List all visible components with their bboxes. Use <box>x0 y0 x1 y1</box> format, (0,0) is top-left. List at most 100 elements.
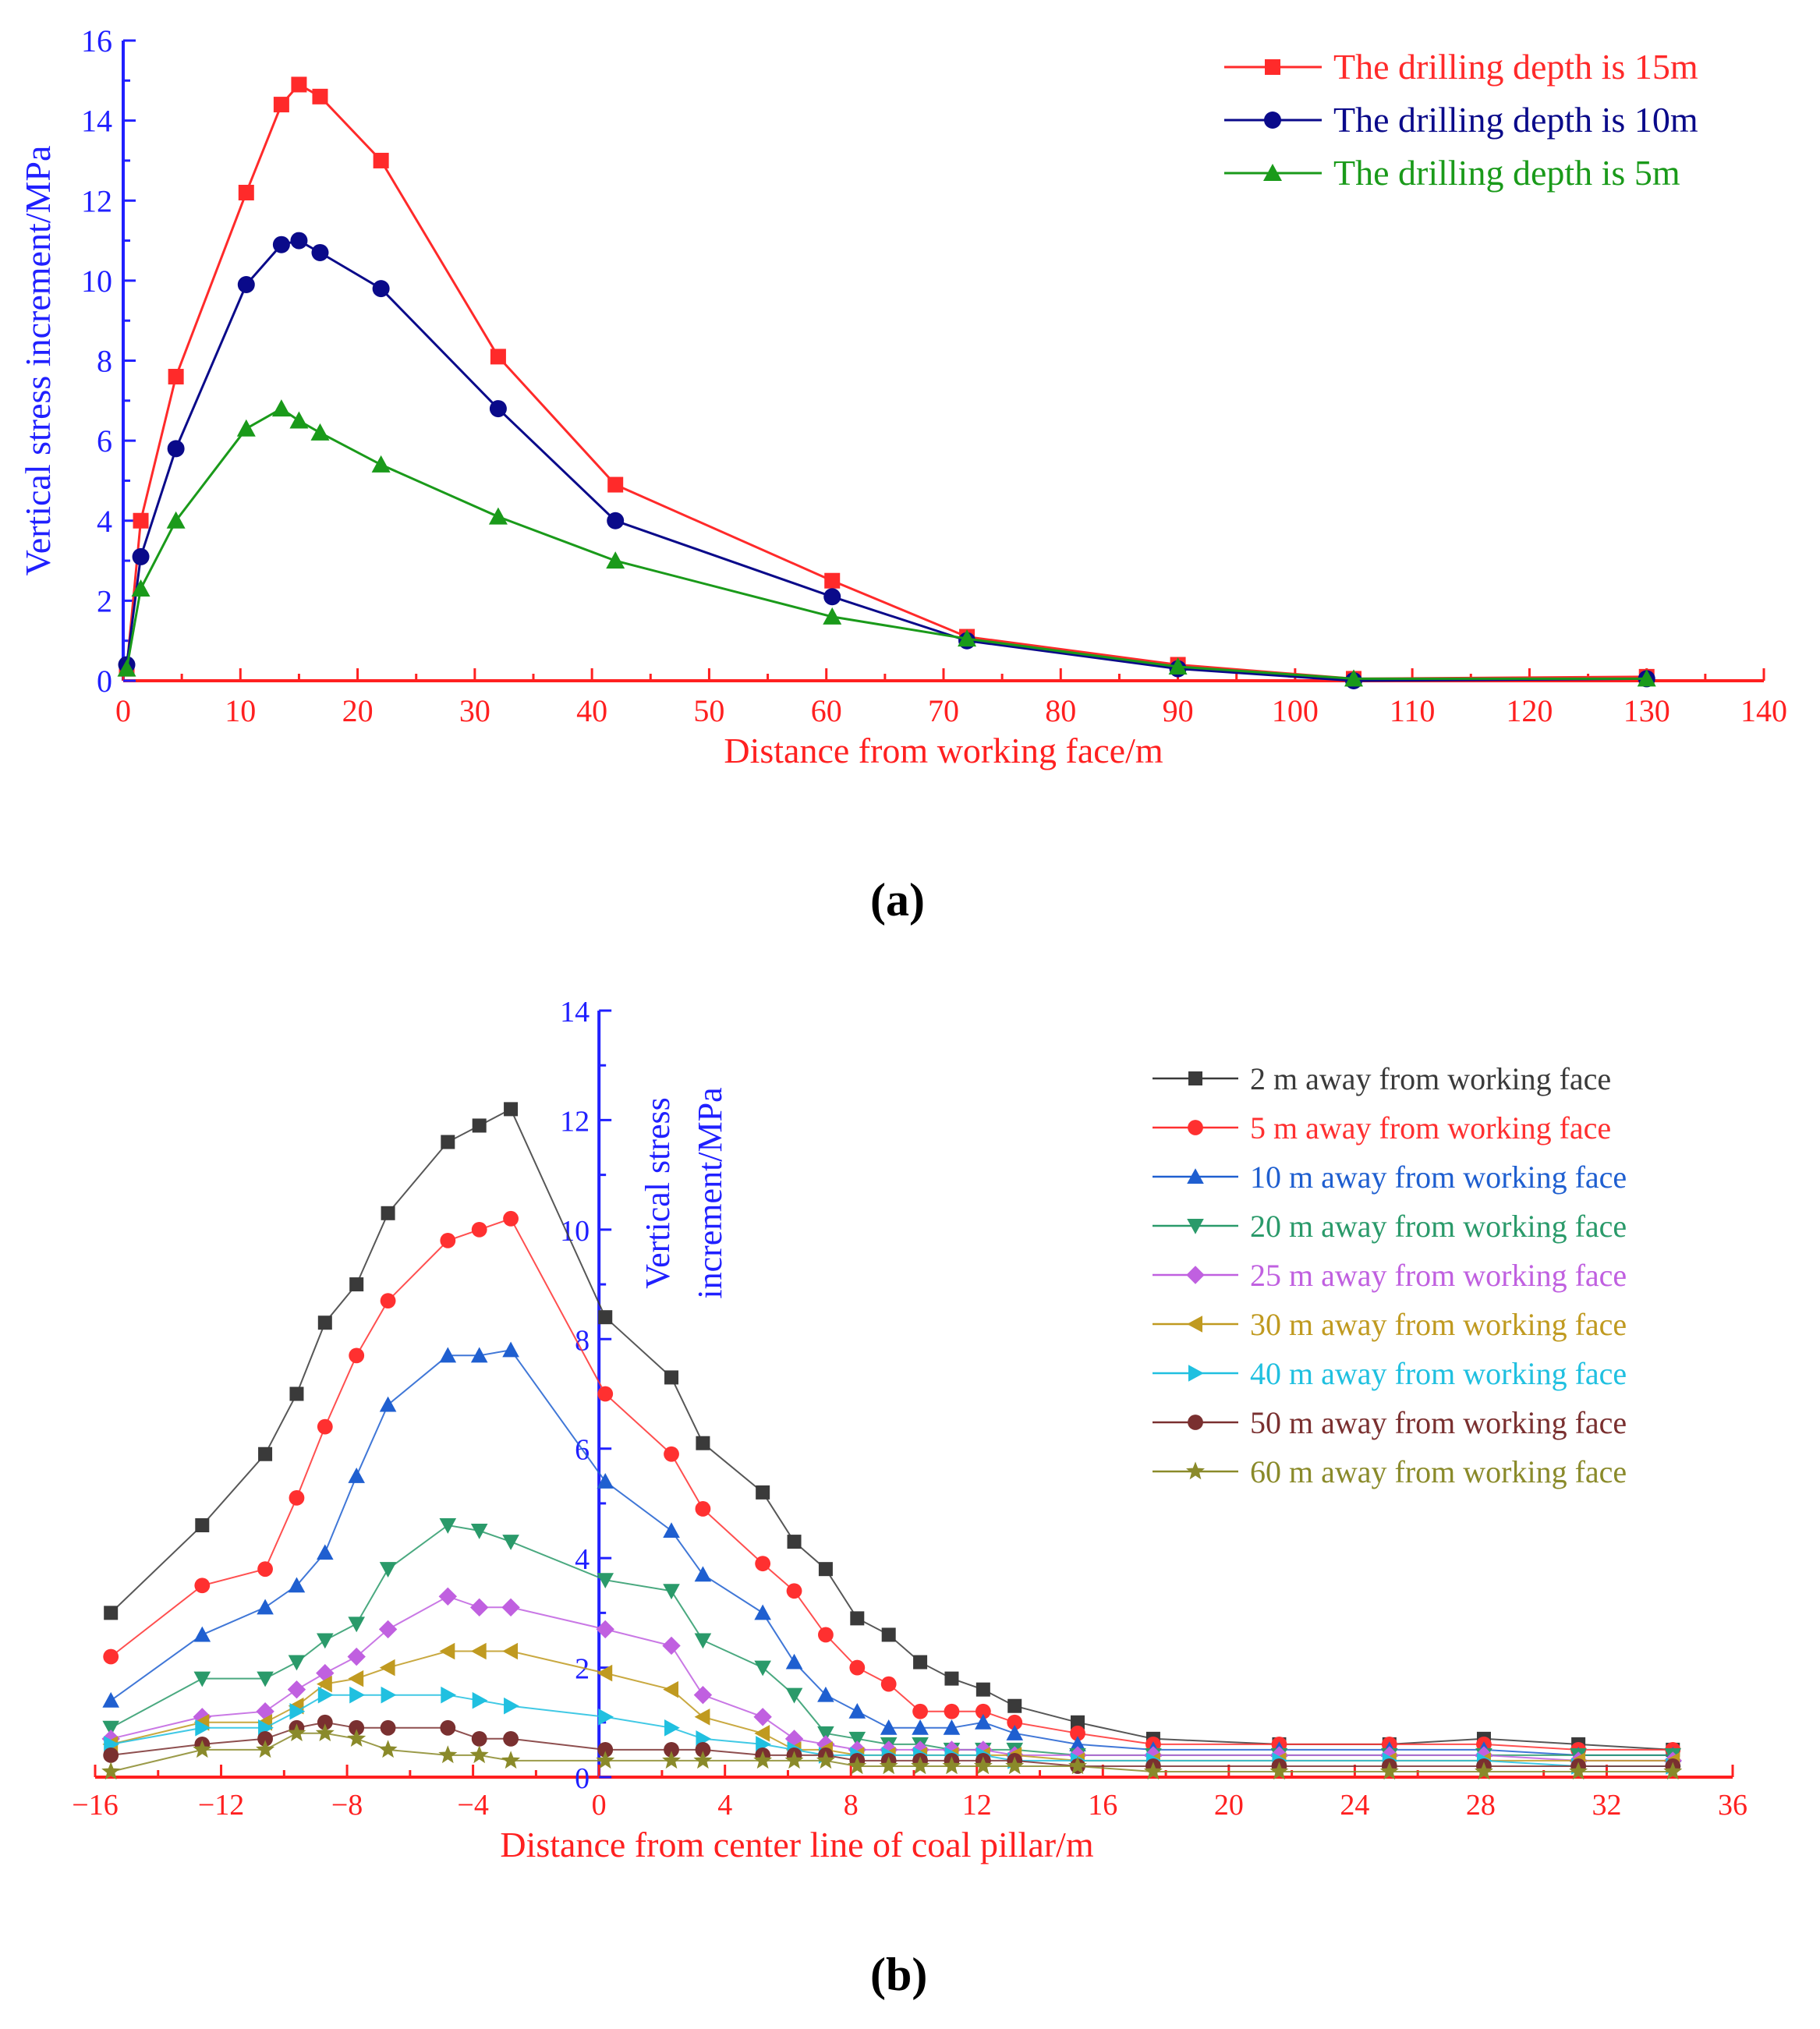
chart-b-legend-marker <box>1186 1266 1205 1284</box>
chart-b-data-point <box>349 1277 364 1292</box>
chart-b-x-tick-label: 4 <box>717 1789 732 1822</box>
chart-b-data-point <box>787 1535 802 1549</box>
chart-b-data-point <box>1007 1714 1023 1730</box>
chart-a-data-point <box>132 547 150 565</box>
chart-b-data-point <box>693 1685 713 1705</box>
chart-b-data-point <box>472 1691 488 1709</box>
chart-b-data-point <box>440 1233 456 1248</box>
chart-a-data-point <box>1637 669 1656 687</box>
chart-b-data-point <box>103 1648 119 1665</box>
chart-b-data-point <box>257 1730 273 1747</box>
chart-b-legend-label: 50 m away from working face <box>1250 1405 1627 1440</box>
panel-b-label: (b) <box>870 1949 928 2000</box>
chart-b-data-point <box>942 1756 961 1775</box>
chart-b-data-point <box>848 1756 867 1775</box>
chart-b-data-point <box>693 1751 713 1769</box>
chart-b-data-point <box>317 1315 332 1330</box>
chart-b-x-tick-label: 24 <box>1340 1789 1369 1822</box>
chart-a-x-tick-label: 30 <box>459 693 490 728</box>
chart-b-x-tick-label: 12 <box>962 1789 992 1822</box>
chart-b-data-point <box>756 1485 770 1500</box>
chart-b-data-point <box>380 1293 396 1309</box>
chart-b-data-point <box>944 1671 959 1686</box>
chart-b-data-point <box>379 1562 397 1578</box>
chart-b-x-tick-label: −8 <box>331 1789 363 1822</box>
chart-b-data-point <box>504 1102 519 1117</box>
chart-b-data-point <box>441 1135 455 1149</box>
chart-b-data-point <box>347 1729 366 1747</box>
chart-a-data-point <box>373 152 389 168</box>
chart-b-data-point <box>439 1347 457 1363</box>
chart-b-data-point <box>348 1616 365 1633</box>
chart-b-data-point <box>469 1598 489 1617</box>
chart-b-data-point <box>257 1599 274 1615</box>
chart-b-data-point <box>349 1347 365 1364</box>
chart-a-x-tick-label: 110 <box>1390 693 1436 728</box>
chart-b-data-point <box>195 1719 211 1737</box>
chart-b-data-point <box>503 1210 519 1227</box>
chart-b-data-point <box>664 1370 679 1385</box>
chart-a-y-tick-label: 12 <box>81 183 112 218</box>
chart-b-legend-label: 2 m away from working face <box>1250 1061 1611 1096</box>
chart-b-data-point <box>912 1703 928 1719</box>
chart-b-legend-label: 30 m away from working face <box>1250 1307 1627 1342</box>
chart-b-x-tick-label: −12 <box>198 1789 244 1822</box>
chart-b-data-point <box>848 1731 866 1747</box>
chart-b-legend-marker <box>1188 1415 1203 1430</box>
chart-b-y-axis-title-line2: increment/MPa <box>691 1087 729 1298</box>
chart-b-data-point <box>754 1725 770 1742</box>
chart-b-data-point <box>502 1535 519 1550</box>
chart-b-data-point <box>596 1620 614 1639</box>
chart-b-legend: 2 m away from working face 5 m away from … <box>1153 1061 1627 1489</box>
chart-b-data-point <box>849 1659 866 1676</box>
chart-b-x-axis-title: Distance from center line of coal pillar… <box>500 1825 1093 1864</box>
chart-b-data-point <box>195 1518 210 1533</box>
chart-b-y-axis-title-line1: Vertical stress <box>639 1097 677 1289</box>
chart-b-series-2 <box>103 1210 1681 1758</box>
chart-a-data-point <box>607 476 624 493</box>
chart-a-data-point <box>290 232 308 250</box>
chart-a-data-point <box>273 97 289 113</box>
chart-b-legend-label: 40 m away from working face <box>1250 1356 1627 1391</box>
chart-b-data-point <box>470 1347 488 1363</box>
chart-a-data-point <box>488 507 508 525</box>
chart-b-data-point <box>258 1447 273 1461</box>
chart-a-data-point <box>133 512 149 529</box>
chart-b-data-point <box>664 1741 679 1758</box>
chart-b-x-tick-label: −16 <box>72 1789 118 1822</box>
chart-b-data-point <box>317 1418 333 1435</box>
chart-a-data-point <box>489 400 507 418</box>
chart-b-data-point <box>101 1762 121 1780</box>
chart-a-data-point <box>310 423 330 441</box>
chart-b-data-point <box>880 1719 898 1735</box>
chart-b-data-point <box>848 1702 866 1719</box>
chart-b-data-point <box>753 1708 772 1726</box>
chart-b-x-tick-label: −4 <box>457 1789 488 1822</box>
chart-b-data-point <box>502 1642 519 1660</box>
chart-a-series-3 <box>117 399 1656 687</box>
chart-b-data-point <box>470 1524 488 1539</box>
chart-b-data-point <box>317 1686 334 1704</box>
chart-b-data-point <box>348 1468 365 1483</box>
chart-b-data-point <box>315 1723 335 1741</box>
chart-b-data-point <box>695 1741 711 1758</box>
chart-a-data-point <box>607 512 625 529</box>
chart-b-y-tick-label: 4 <box>575 1543 590 1576</box>
chart-a-series-line <box>126 407 1647 680</box>
chart-b-data-point <box>881 1627 896 1642</box>
chart-b-data-point <box>597 1473 614 1489</box>
chart-a-data-point <box>272 235 290 253</box>
chart-b-data-point <box>913 1655 928 1670</box>
chart-b-data-point <box>944 1703 960 1719</box>
chart-b-x-tick-label: 8 <box>844 1789 859 1822</box>
chart-b-data-point <box>694 1708 710 1726</box>
chart-b-legend-marker <box>1186 1461 1205 1480</box>
chart-b-data-point <box>1143 1762 1163 1780</box>
chart-b-data-point <box>317 1633 334 1649</box>
panel-a-label: (a) <box>870 874 925 926</box>
chart-b-data-point <box>1379 1762 1399 1780</box>
chart-b-y-tick-label: 10 <box>560 1215 590 1248</box>
chart-b-data-point <box>818 1627 834 1643</box>
chart-b-data-point <box>193 1626 211 1642</box>
